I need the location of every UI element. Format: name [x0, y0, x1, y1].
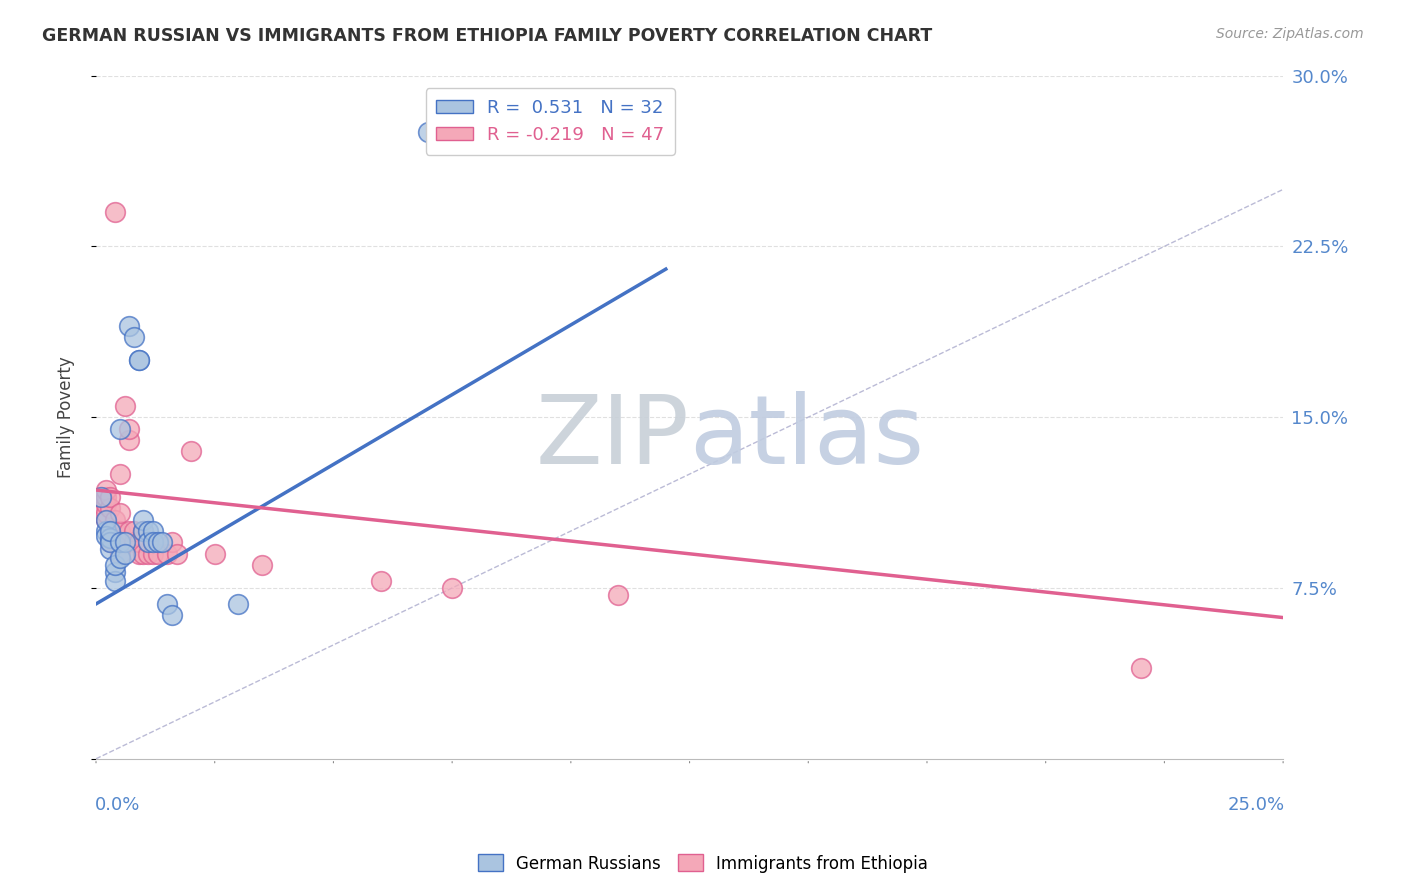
Point — [94, 483, 117, 497]
Point — [136, 535, 159, 549]
Point — [94, 524, 117, 538]
Point — [118, 433, 141, 447]
Point — [118, 421, 141, 435]
Point — [418, 125, 440, 139]
Point — [122, 330, 145, 344]
Point — [108, 524, 131, 538]
Point — [108, 551, 131, 566]
Point — [98, 524, 121, 538]
Point — [104, 558, 127, 573]
Point — [108, 421, 131, 435]
Point — [114, 535, 136, 549]
Text: ZIP: ZIP — [536, 392, 689, 484]
Point — [108, 547, 131, 561]
Point — [98, 524, 121, 538]
Point — [180, 444, 202, 458]
Point — [142, 524, 165, 538]
Point — [132, 513, 155, 527]
Point — [142, 547, 165, 561]
Legend: German Russians, Immigrants from Ethiopia: German Russians, Immigrants from Ethiopi… — [471, 847, 935, 880]
Point — [122, 524, 145, 538]
Text: 25.0%: 25.0% — [1227, 797, 1284, 814]
Point — [370, 574, 392, 588]
Point — [228, 597, 250, 611]
Point — [98, 542, 121, 557]
Point — [98, 490, 121, 504]
Point — [146, 535, 169, 549]
Point — [128, 547, 150, 561]
Point — [94, 513, 117, 527]
Point — [118, 319, 141, 334]
Point — [156, 597, 179, 611]
Point — [160, 608, 183, 623]
Point — [250, 558, 273, 573]
Point — [441, 581, 464, 595]
Point — [136, 547, 159, 561]
Point — [104, 574, 127, 588]
Point — [104, 565, 127, 579]
Point — [1129, 661, 1152, 675]
Point — [90, 490, 112, 504]
Point — [122, 535, 145, 549]
Text: 0.0%: 0.0% — [94, 797, 141, 814]
Point — [104, 524, 127, 538]
Point — [98, 535, 121, 549]
Point — [104, 513, 127, 527]
Point — [90, 506, 112, 520]
Point — [152, 535, 174, 549]
Point — [98, 535, 121, 549]
Point — [114, 535, 136, 549]
Point — [108, 467, 131, 481]
Point — [94, 528, 117, 542]
Point — [166, 547, 188, 561]
Point — [98, 531, 121, 545]
Point — [94, 497, 117, 511]
Point — [114, 399, 136, 413]
Point — [94, 490, 117, 504]
Text: atlas: atlas — [689, 392, 925, 484]
Point — [204, 547, 226, 561]
Point — [128, 535, 150, 549]
Point — [128, 353, 150, 368]
Point — [136, 524, 159, 538]
Point — [156, 547, 179, 561]
Point — [104, 535, 127, 549]
Point — [94, 513, 117, 527]
Point — [136, 535, 159, 549]
Point — [132, 547, 155, 561]
Point — [142, 535, 165, 549]
Point — [98, 501, 121, 516]
Point — [128, 353, 150, 368]
Point — [90, 490, 112, 504]
Point — [104, 205, 127, 219]
Point — [146, 547, 169, 561]
Point — [142, 535, 165, 549]
Point — [607, 588, 630, 602]
Y-axis label: Family Poverty: Family Poverty — [58, 356, 75, 478]
Point — [108, 535, 131, 549]
Point — [160, 535, 183, 549]
Point — [132, 524, 155, 538]
Text: Source: ZipAtlas.com: Source: ZipAtlas.com — [1216, 27, 1364, 41]
Point — [118, 524, 141, 538]
Legend: R =  0.531   N = 32, R = -0.219   N = 47: R = 0.531 N = 32, R = -0.219 N = 47 — [426, 88, 675, 154]
Point — [114, 547, 136, 561]
Point — [90, 497, 112, 511]
Point — [108, 506, 131, 520]
Point — [94, 506, 117, 520]
Point — [132, 524, 155, 538]
Text: GERMAN RUSSIAN VS IMMIGRANTS FROM ETHIOPIA FAMILY POVERTY CORRELATION CHART: GERMAN RUSSIAN VS IMMIGRANTS FROM ETHIOP… — [42, 27, 932, 45]
Point — [108, 535, 131, 549]
